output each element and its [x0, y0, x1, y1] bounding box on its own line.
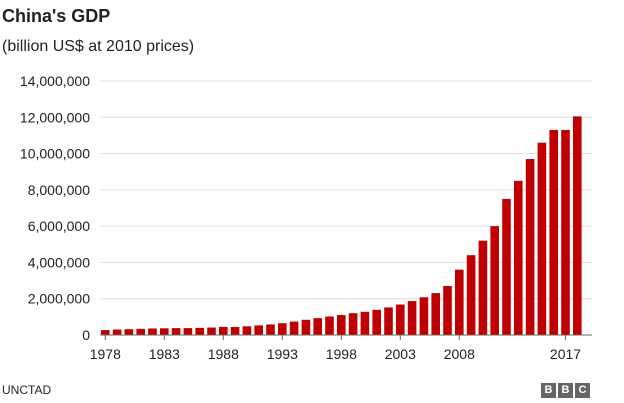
bar-18 — [313, 318, 322, 335]
x-axis-ticks: 1978 1983 1988 1993 1998 2003 2008 2017 — [90, 335, 581, 362]
bar-0 — [101, 330, 110, 335]
bar-37 — [537, 142, 547, 335]
y-tick-label: 4,000,000 — [28, 254, 90, 270]
bar-15 — [278, 323, 287, 335]
bar-21 — [348, 313, 358, 335]
bar-31 — [466, 255, 476, 335]
bar-22 — [360, 311, 370, 335]
y-tick-label: 14,000,000 — [20, 73, 90, 89]
bar-14 — [266, 324, 275, 335]
bar-7 — [183, 328, 193, 335]
bar-32 — [478, 240, 488, 335]
chart-title: China's GDP — [2, 6, 111, 26]
bar-5 — [160, 328, 169, 335]
y-tick-label: 12,000,000 — [20, 109, 90, 125]
bar-33 — [490, 226, 499, 335]
bar-13 — [254, 325, 263, 335]
y-tick-label: 2,000,000 — [28, 291, 90, 307]
x-tick-label: 2008 — [444, 346, 475, 362]
source-label: UNCTAD — [2, 383, 52, 397]
x-tick-label: 1978 — [90, 346, 121, 362]
bbc-logo: B B C — [541, 383, 590, 398]
bar-38 — [549, 129, 558, 335]
bar-28 — [431, 293, 440, 335]
bar-27 — [419, 297, 429, 335]
bar-8 — [195, 327, 204, 335]
bar-20 — [337, 315, 346, 335]
bar-40 — [573, 116, 582, 335]
bar-2 — [124, 329, 134, 335]
y-axis-ticks: 0 2,000,000 4,000,000 6,000,000 8,000,000 10,… — [20, 73, 90, 343]
bar-3 — [136, 328, 145, 335]
bar-6 — [171, 328, 181, 335]
bar-10 — [219, 326, 228, 335]
x-tick-label: 2017 — [550, 346, 581, 362]
x-tick-label: 2003 — [385, 346, 416, 362]
bar-36 — [525, 159, 535, 335]
bar-35 — [514, 180, 523, 335]
y-tick-label: 0 — [82, 327, 90, 343]
y-tick-label: 6,000,000 — [28, 218, 90, 234]
bbc-logo-letter-c: C — [575, 383, 590, 398]
bar-39 — [561, 129, 570, 335]
chart-subtitle: (billion US$ at 2010 prices) — [2, 38, 195, 55]
bar-26 — [407, 301, 417, 335]
bar-17 — [301, 319, 311, 335]
bar-25 — [396, 304, 405, 335]
bar-30 — [455, 269, 464, 335]
x-tick-label: 1998 — [326, 346, 357, 362]
gdp-bar-chart: 0 2,000,000 4,000,000 6,000,000 8,000,000 10,… — [20, 73, 592, 362]
bbc-logo-letter-b1: B — [541, 383, 556, 398]
bar-12 — [242, 326, 252, 335]
bar-4 — [148, 328, 157, 335]
bar-34 — [502, 198, 511, 335]
x-tick-label: 1983 — [149, 346, 180, 362]
bar-16 — [289, 321, 299, 335]
bar-23 — [372, 309, 381, 335]
bars — [101, 116, 582, 335]
y-tick-label: 10,000,000 — [20, 146, 90, 162]
bar-24 — [384, 307, 393, 335]
bar-9 — [207, 327, 216, 335]
x-tick-label: 1988 — [208, 346, 239, 362]
bbc-logo-letter-b2: B — [558, 383, 573, 398]
y-tick-label: 8,000,000 — [28, 182, 90, 198]
bar-19 — [325, 316, 334, 335]
bar-11 — [230, 327, 240, 335]
bar-1 — [112, 329, 122, 335]
bar-29 — [443, 286, 452, 335]
x-tick-label: 1993 — [267, 346, 298, 362]
